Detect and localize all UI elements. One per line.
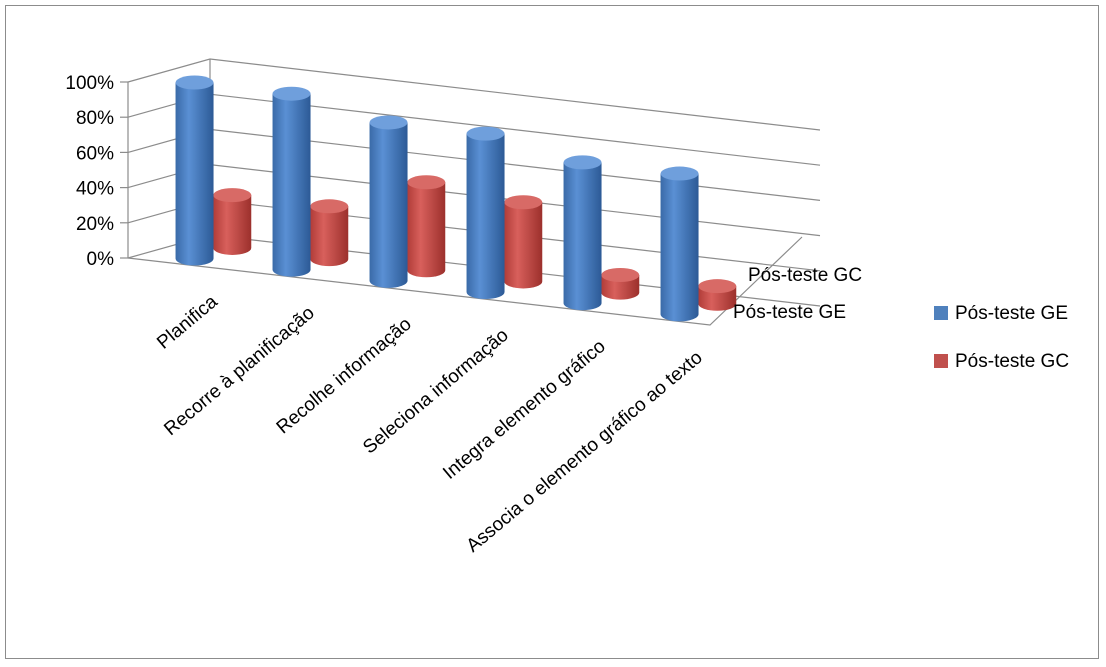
y-tick-label: 100% xyxy=(65,73,114,94)
bars xyxy=(175,75,737,322)
bar-ge-2 xyxy=(369,115,408,288)
bar-ge-5 xyxy=(660,166,699,322)
bar-body xyxy=(504,202,543,289)
bar-top xyxy=(310,199,349,214)
legend-item: Pós-teste GE xyxy=(934,303,1068,324)
bar-ge-4 xyxy=(563,155,602,311)
x-tick-label: Planifica xyxy=(153,291,222,354)
bar-gc-0 xyxy=(213,188,252,255)
depth-axis: Pós-teste GC Pós-teste GE xyxy=(733,265,862,323)
legend-item: Pós-teste GC xyxy=(934,351,1069,372)
y-tick-label: 20% xyxy=(76,214,114,235)
bar-top xyxy=(272,86,311,101)
bar-top xyxy=(466,126,505,141)
y-tick-label: 80% xyxy=(76,108,114,129)
x-tick-label: Associa o elemento gráfico ao texto xyxy=(463,347,707,557)
bar-top xyxy=(601,268,640,283)
bar-ge-0 xyxy=(175,75,214,266)
bar-top xyxy=(698,279,737,294)
y-axis-ticks: 0% 20% 40% 60% 80% 100% xyxy=(65,73,128,270)
legend: Pós-teste GE Pós-teste GC xyxy=(934,303,1069,372)
bar-top xyxy=(369,115,408,130)
y-tick-label: 40% xyxy=(76,179,114,200)
bar-gc-4 xyxy=(601,268,640,300)
legend-swatch xyxy=(934,354,948,368)
bar-top xyxy=(504,195,543,210)
bar-body xyxy=(369,122,408,288)
bar-body xyxy=(213,195,252,255)
bar-body xyxy=(466,133,505,300)
bar-gc-3 xyxy=(504,195,543,289)
y-tick-label: 0% xyxy=(87,249,115,270)
bar-body xyxy=(272,93,311,277)
legend-swatch xyxy=(934,306,948,320)
floor-edge xyxy=(127,236,803,326)
bar-gc-5 xyxy=(698,279,737,311)
bar-top xyxy=(660,166,699,181)
gridline xyxy=(127,58,821,131)
bar-ge-1 xyxy=(272,86,311,277)
bar-body xyxy=(698,286,737,311)
bar-body xyxy=(310,206,349,267)
bar-ge-3 xyxy=(466,126,505,300)
bar-top xyxy=(175,75,214,90)
y-tick-label: 60% xyxy=(76,143,114,164)
depth-tick-label: Pós-teste GC xyxy=(748,265,862,286)
bar-gc-1 xyxy=(310,199,349,267)
bar-body xyxy=(563,162,602,311)
legend-label: Pós-teste GC xyxy=(955,351,1069,372)
bar-top xyxy=(563,155,602,170)
depth-tick-label: Pós-teste GE xyxy=(733,302,846,323)
bar-gc-2 xyxy=(407,175,446,278)
bar-body xyxy=(407,182,446,278)
bar-body xyxy=(175,82,214,266)
bar-top xyxy=(213,188,252,203)
legend-label: Pós-teste GE xyxy=(955,303,1068,324)
bar-body xyxy=(601,275,640,300)
bar-top xyxy=(407,175,446,190)
bar-body xyxy=(660,173,699,322)
